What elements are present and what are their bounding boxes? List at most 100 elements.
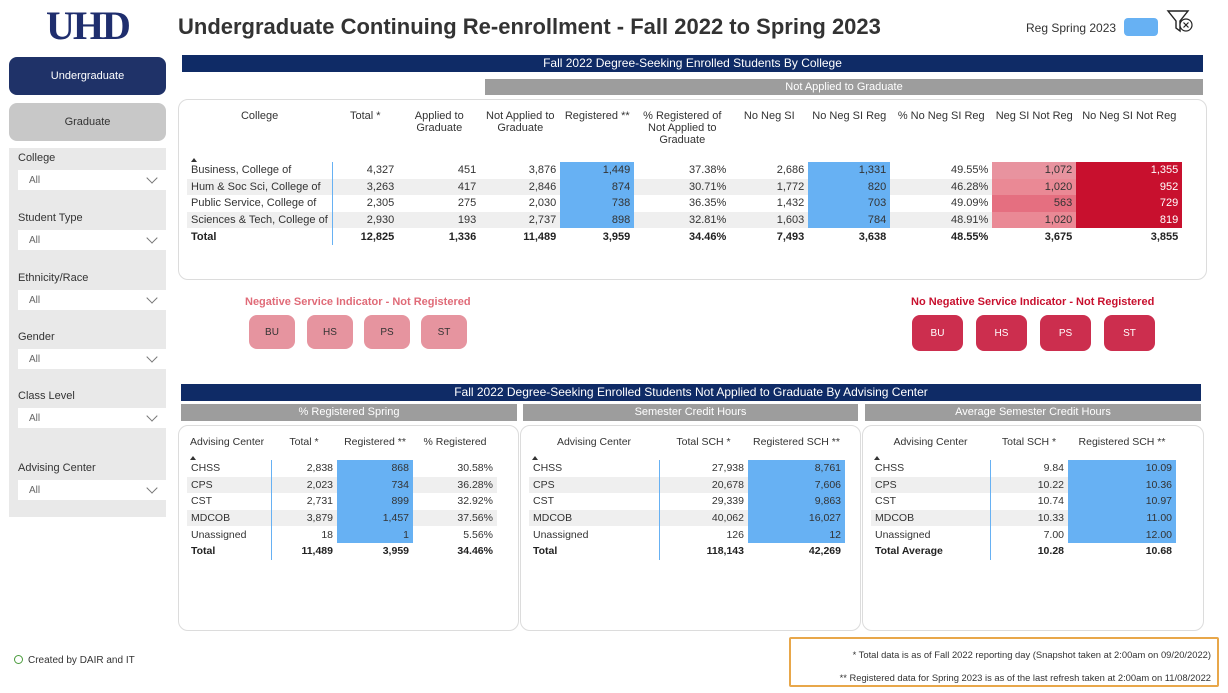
table-row[interactable]: MDCOB 3,879 1,457 37.56% (187, 509, 497, 527)
col-not-applied[interactable]: Not Applied to Graduate (486, 110, 555, 134)
cell: 874 (560, 178, 635, 196)
col-college-label: College (240, 110, 279, 122)
advising-center-filter-value: All (29, 485, 41, 496)
col-advising-center-label: Advising Center (893, 436, 968, 448)
cell: 9,863 (748, 493, 845, 510)
neg-bu-button[interactable]: BU (249, 315, 295, 349)
chevron-down-icon (146, 482, 158, 494)
cell: 27,938 (658, 460, 748, 477)
cell: 729 (1076, 195, 1183, 212)
table-row[interactable]: CPS 20,678 7,606 (529, 476, 845, 494)
table-row[interactable]: MDCOB 40,062 16,027 (529, 509, 845, 527)
col-applied[interactable]: Applied to Graduate (414, 110, 464, 134)
col-registered[interactable]: Registered ** (564, 110, 630, 122)
col-pct-no-neg-si-reg[interactable]: % No Neg SI Reg (897, 110, 985, 122)
col-total-sch[interactable]: Total SCH * (676, 436, 731, 448)
table-row[interactable]: MDCOB 10.33 11.00 (871, 509, 1176, 527)
col-advising-center[interactable]: Advising Center (187, 436, 271, 460)
table-row[interactable]: CPS 2,023 734 36.28% (187, 476, 497, 494)
filter-panel: College All Student Type All Ethnicity/R… (9, 148, 166, 517)
cell: 2,846 (528, 180, 557, 193)
cell: CHSS (533, 462, 563, 475)
noneg-ps-button[interactable]: PS (1040, 315, 1091, 351)
college-table-banner: Fall 2022 Degree-Seeking Enrolled Studen… (182, 55, 1203, 72)
cell: CST (875, 495, 896, 508)
col-registered-sch[interactable]: Registered SCH ** (1078, 436, 1166, 448)
col-advising-center[interactable]: Advising Center (529, 436, 659, 460)
cell: 8,761 (748, 460, 845, 477)
col-total[interactable]: Total * (289, 436, 319, 448)
cell: 7,606 (748, 476, 845, 494)
cell: 2,731 (270, 493, 337, 510)
table-row[interactable]: Public Service, College of 2,305 275 2,0… (187, 195, 1183, 212)
col-college[interactable]: College (187, 110, 332, 162)
total-row: Total 11,489 3,959 34.46% (187, 542, 497, 560)
neg-hs-button[interactable]: HS (307, 315, 353, 349)
gender-filter-select[interactable]: All (18, 349, 166, 369)
col-total-sch[interactable]: Total SCH * (1001, 436, 1057, 448)
class-level-filter-select[interactable]: All (18, 408, 166, 428)
noneg-st-button[interactable]: ST (1104, 315, 1155, 351)
cell: 37.38% (688, 164, 727, 177)
col-no-neg-si-reg[interactable]: No Neg SI Reg (812, 110, 887, 122)
not-applied-banner: Not Applied to Graduate (485, 79, 1203, 95)
cell: 1,772 (776, 180, 805, 193)
table-row[interactable]: CST 29,339 9,863 (529, 493, 845, 510)
chevron-down-icon (146, 351, 158, 363)
cell: Total (191, 230, 217, 243)
table-row[interactable]: Business, College of 4,327 451 3,876 1,4… (187, 162, 1183, 179)
advising-center-filter-label: Advising Center (18, 462, 96, 474)
cell: 48.55% (950, 230, 989, 243)
noneg-bu-button[interactable]: BU (912, 315, 963, 351)
ethnicity-filter-select[interactable]: All (18, 290, 166, 310)
col-registered-sch[interactable]: Registered SCH ** (753, 436, 840, 448)
cell: 275 (457, 197, 477, 210)
neg-ps-button[interactable]: PS (364, 315, 410, 349)
cell: 1 (337, 526, 413, 543)
table-row[interactable]: CPS 10.22 10.36 (871, 476, 1176, 494)
college-table-card: College Total * Applied to Graduate Not … (178, 99, 1207, 280)
cell: 3,959 (382, 545, 409, 558)
table-row[interactable]: Sciences & Tech, College of 2,930 193 2,… (187, 211, 1183, 229)
cell: Sciences & Tech, College of (191, 214, 328, 227)
college-filter-select[interactable]: All (18, 170, 166, 190)
table-row[interactable]: Unassigned 18 1 5.56% (187, 526, 497, 543)
table-row[interactable]: Hum & Soc Sci, College of 3,263 417 2,84… (187, 178, 1183, 196)
total-row: Total Average 10.28 10.68 (871, 542, 1176, 560)
col-no-neg-si-not-reg[interactable]: No Neg SI Not Reg (1082, 110, 1177, 122)
cell: 1,336 (448, 230, 477, 243)
table-row[interactable]: Unassigned 126 12 (529, 526, 845, 543)
cell: Total (533, 545, 558, 558)
cell: 2,686 (776, 164, 805, 177)
col-pct-registered[interactable]: % Registered (423, 436, 487, 448)
cell: 1,432 (776, 197, 805, 210)
cell: CHSS (875, 462, 905, 475)
chevron-down-icon (146, 410, 158, 422)
col-pct-registered[interactable]: % Registered of Not Applied to Graduate (643, 110, 722, 146)
filter-clear-icon[interactable] (1166, 8, 1198, 36)
cell: CST (533, 495, 554, 508)
cell: 49.55% (950, 164, 989, 177)
col-no-neg-si[interactable]: No Neg SI (743, 110, 795, 122)
noneg-hs-button[interactable]: HS (976, 315, 1027, 351)
table-row[interactable]: CST 10.74 10.97 (871, 493, 1176, 510)
undergraduate-button[interactable]: Undergraduate (9, 57, 166, 95)
table-row[interactable]: CHSS 9.84 10.09 (871, 460, 1176, 477)
col-advising-center[interactable]: Advising Center (871, 436, 990, 460)
graduate-button[interactable]: Graduate (9, 103, 166, 141)
col-neg-si-not-reg[interactable]: Neg SI Not Reg (995, 110, 1073, 122)
cell: 3,876 (528, 164, 557, 177)
cell: Unassigned (191, 528, 247, 541)
student-type-filter-select[interactable]: All (18, 230, 166, 250)
table-row[interactable]: CST 2,731 899 32.92% (187, 493, 497, 510)
table-row[interactable]: CHSS 27,938 8,761 (529, 460, 845, 477)
check-circle-icon (14, 655, 23, 664)
table-row[interactable]: Unassigned 7.00 12.00 (871, 526, 1176, 543)
chevron-down-icon (146, 232, 158, 244)
col-registered[interactable]: Registered ** (344, 436, 406, 448)
neg-st-button[interactable]: ST (421, 315, 467, 349)
cell: 49.09% (950, 197, 989, 210)
table-row[interactable]: CHSS 2,838 868 30.58% (187, 460, 497, 477)
advising-center-filter-select[interactable]: All (18, 480, 166, 500)
col-total[interactable]: Total * (349, 110, 381, 122)
